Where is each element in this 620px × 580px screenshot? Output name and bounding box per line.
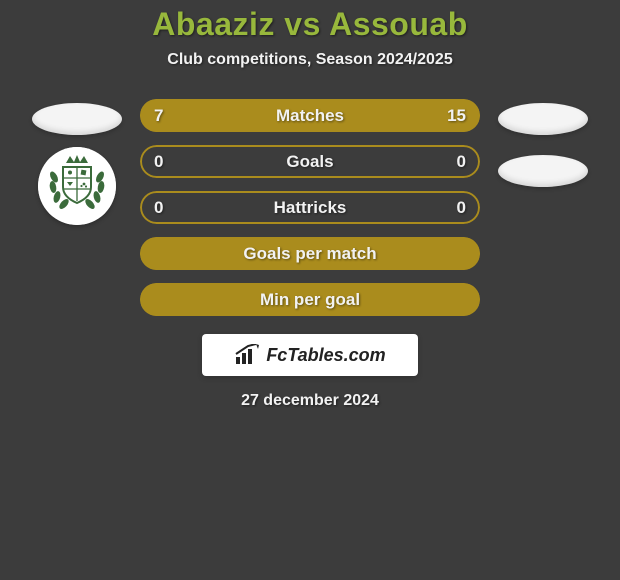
stat-bar: 0 0 Hattricks	[140, 191, 480, 224]
stat-bar: Goals per match	[140, 237, 480, 270]
stat-bar: 0 0 Goals	[140, 145, 480, 178]
bar-label: Goals	[286, 152, 333, 172]
crest-icon	[38, 147, 116, 225]
bar-label: Matches	[276, 106, 344, 126]
player2-name: Assouab	[329, 6, 468, 42]
player1-name: Abaaziz	[152, 6, 275, 42]
stat-bars: 7 15 Matches 0 0 Goals 0 0 Hattricks Goals per ma…	[140, 99, 480, 316]
bar-label: Goals per match	[243, 244, 376, 264]
right-team-ellipse-1	[498, 103, 588, 135]
subtitle: Club competitions, Season 2024/2025	[167, 51, 452, 69]
brand-text: FcTables.com	[266, 345, 385, 366]
bar-value-left: 7	[154, 106, 163, 126]
page-title: Abaaziz vs Assouab	[152, 6, 467, 43]
infographic-root: Abaaziz vs Assouab Club competitions, Se…	[0, 0, 620, 580]
left-team-ellipse-1	[32, 103, 122, 135]
left-team-crest	[38, 147, 116, 225]
bar-value-left: 0	[154, 152, 163, 172]
left-side	[32, 99, 122, 316]
chart-icon	[234, 344, 260, 366]
bar-value-left: 0	[154, 198, 163, 218]
date-text: 27 december 2024	[241, 392, 379, 410]
stat-bar: Min per goal	[140, 283, 480, 316]
bar-value-right: 0	[457, 198, 466, 218]
right-team-ellipse-2	[498, 155, 588, 187]
bar-label: Min per goal	[260, 290, 360, 310]
bar-label: Hattricks	[274, 198, 347, 218]
title-vs: vs	[275, 6, 329, 42]
brand-badge: FcTables.com	[202, 334, 418, 376]
main-row: 7 15 Matches 0 0 Goals 0 0 Hattricks Goals per ma…	[0, 99, 620, 316]
stat-bar: 7 15 Matches	[140, 99, 480, 132]
right-side	[498, 99, 588, 316]
bar-value-right: 15	[447, 106, 466, 126]
bar-value-right: 0	[457, 152, 466, 172]
